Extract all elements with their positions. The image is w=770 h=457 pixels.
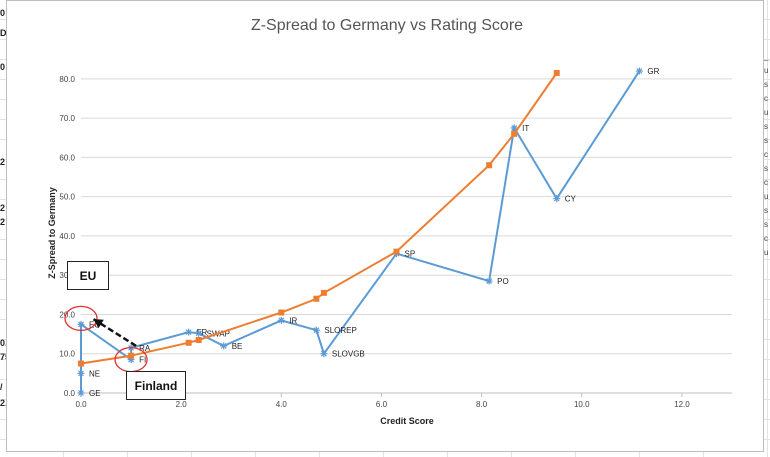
point-label: PO (497, 277, 509, 286)
right-cell-fragment: _ (764, 52, 769, 61)
square-point (313, 295, 320, 302)
y-tick-label: 50.0 (59, 193, 75, 202)
x-tick-label: 12.0 (674, 400, 690, 409)
right-cell-fragment: u (764, 248, 769, 257)
right-cell-fragment: c (764, 234, 768, 243)
series-line-1 (80, 70, 641, 393)
arrow-head (93, 319, 104, 329)
right-cell-fragment: s (764, 206, 768, 215)
axes: 0.010.020.030.040.050.060.070.080.00.02.… (59, 75, 732, 409)
right-cell-fragment: u (764, 192, 769, 201)
asterisk-point (77, 369, 85, 377)
annotation-layer (64, 305, 148, 373)
square-point (486, 162, 493, 169)
square-point (78, 360, 84, 367)
right-cell-fragment: s (764, 80, 768, 89)
x-tick-label: 8.0 (476, 400, 488, 409)
finland-callout-box: Finland (126, 371, 186, 400)
asterisk-point (320, 350, 328, 358)
right-cell-fragment: u (764, 108, 769, 117)
x-tick-label: 2.0 (176, 400, 188, 409)
highlight-circle (64, 305, 98, 332)
right-cell-fragment: u (764, 66, 769, 75)
asterisk-point (312, 326, 320, 334)
y-tick-label: 0.0 (64, 389, 76, 398)
left-cell-fragment: 0 (0, 62, 6, 72)
point-label: SP (404, 250, 415, 259)
square-point (393, 248, 400, 255)
left-cell-fragment: / (0, 382, 3, 392)
right-cell-fragment: s (764, 220, 768, 229)
point-label: SLOVGB (332, 350, 365, 359)
point-label: FI (139, 356, 146, 365)
right-cell-fragment: c (764, 178, 768, 187)
asterisk-point (553, 195, 561, 203)
left-cell-fragment: 2 (0, 203, 6, 213)
asterisk-point (485, 277, 493, 285)
square-point (553, 69, 560, 76)
y-tick-label: 60.0 (59, 153, 75, 162)
left-cell-fragment: 0. (0, 338, 6, 348)
point-label: BE (232, 342, 243, 351)
asterisk-point (77, 389, 85, 397)
point-label: RA (139, 344, 151, 353)
asterisk-point (635, 67, 643, 75)
square-point (511, 130, 518, 137)
y-tick-label: 70.0 (59, 114, 75, 123)
x-tick-label: 10.0 (574, 400, 590, 409)
asterisk-point (277, 316, 285, 324)
point-label: CY (565, 195, 577, 204)
x-tick-label: 4.0 (276, 400, 288, 409)
chart-svg: Z-Spread to Germany vs Rating Score 0.0 1… (47, 17, 732, 426)
left-cell-fragment: 2 (0, 217, 6, 227)
y-tick-label: 80.0 (59, 75, 75, 84)
right-cell-fragment: s (764, 136, 768, 145)
point-label: IR (289, 316, 297, 325)
y-tick-label: 10.0 (59, 350, 75, 359)
series-line-2 (80, 72, 558, 365)
square-point (195, 336, 202, 343)
left-cell-fragment: 2 (0, 157, 6, 167)
right-cell-fragment: c (764, 94, 768, 103)
point-label: GE (89, 389, 101, 398)
asterisk-point (77, 320, 85, 328)
square-point (128, 352, 135, 359)
y-tick-label: 20.0 (59, 310, 75, 319)
point-label: IT (522, 124, 529, 133)
square-point (278, 309, 285, 316)
x-tick-label: 6.0 (376, 400, 388, 409)
right-cell-fragment: c (764, 150, 768, 159)
asterisk-point (510, 124, 518, 132)
eu-callout-text: EU (79, 268, 97, 283)
right-cell-fragment: s (764, 122, 768, 131)
finland-callout-text: Finland (134, 378, 178, 393)
x-axis-label: Credit Score (380, 416, 434, 426)
point-label: SLOREP (324, 326, 356, 335)
left-cell-fragment: 2, (0, 398, 6, 408)
point-label: NE (89, 369, 100, 378)
gridlines (81, 78, 732, 355)
asterisk-point (220, 342, 228, 350)
chart-area[interactable]: Z-Spread to Germany vs Rating Score 0.0 1… (6, 0, 764, 452)
x-tick-label: 0.0 (75, 400, 87, 409)
square-point (320, 289, 327, 296)
chart-title: Z-Spread to Germany vs Rating Score (251, 17, 523, 34)
left-cell-fragment: 0 (0, 8, 6, 18)
left-cell-fragment: D (0, 28, 6, 38)
asterisk-point (195, 329, 203, 337)
point-label: FR (197, 328, 208, 337)
y-tick-label: 40.0 (59, 232, 75, 241)
square-point (185, 339, 192, 346)
point-label: GR (647, 67, 659, 76)
y-axis-label: Z-Spread to Germany (47, 187, 57, 279)
asterisk-point (185, 328, 193, 336)
right-cell-fragment: s (764, 164, 768, 173)
left-cell-fragment: 75 (0, 352, 6, 362)
eu-callout-box: EU (67, 261, 109, 290)
